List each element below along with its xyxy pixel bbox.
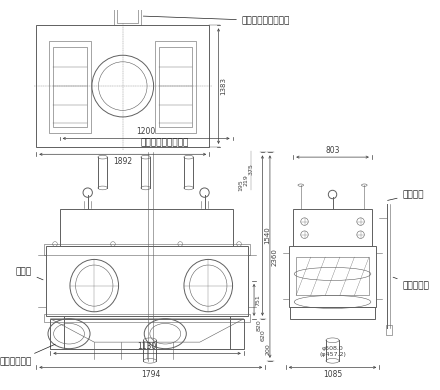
Bar xyxy=(117,9,138,23)
Bar xyxy=(290,307,374,319)
Text: 195: 195 xyxy=(238,179,243,191)
Text: 1794: 1794 xyxy=(141,370,161,379)
Text: (φ457.2): (φ457.2) xyxy=(319,352,346,357)
Text: 620: 620 xyxy=(261,329,266,340)
Text: 820: 820 xyxy=(256,319,261,331)
Text: ホース接続ブロック: ホース接続ブロック xyxy=(143,16,290,25)
Text: カウンターウエイト: カウンターウエイト xyxy=(141,139,189,148)
Bar xyxy=(296,257,369,295)
Bar xyxy=(386,325,392,335)
Bar xyxy=(44,244,250,255)
Text: 803: 803 xyxy=(325,146,340,155)
Text: 起振機: 起振機 xyxy=(15,267,43,280)
Bar xyxy=(114,7,140,25)
Text: 375: 375 xyxy=(249,163,254,175)
Text: 1540: 1540 xyxy=(264,227,270,245)
Text: 2360: 2360 xyxy=(272,248,278,266)
Bar xyxy=(64,316,230,349)
Text: 1200: 1200 xyxy=(136,127,156,136)
Bar xyxy=(50,319,244,349)
Bar xyxy=(53,47,87,127)
Text: 緩衝装置: 緩衝装置 xyxy=(388,190,424,200)
Text: 1892: 1892 xyxy=(113,157,132,166)
Bar xyxy=(46,246,249,316)
Text: 鋼管チャック: 鋼管チャック xyxy=(0,344,55,366)
Text: φ508.0: φ508.0 xyxy=(322,346,343,351)
Bar xyxy=(37,25,209,147)
Bar xyxy=(159,47,192,127)
Text: 200: 200 xyxy=(266,344,271,355)
Bar xyxy=(289,246,377,307)
Bar xyxy=(60,209,233,246)
Text: 751: 751 xyxy=(256,294,261,306)
Text: 油圧ホース: 油圧ホース xyxy=(393,277,429,290)
Bar xyxy=(293,209,372,246)
Text: 1085: 1085 xyxy=(323,370,342,379)
Bar xyxy=(49,41,91,133)
Text: 1130: 1130 xyxy=(137,342,157,351)
Bar xyxy=(155,41,196,133)
Bar xyxy=(44,314,250,322)
Text: 1383: 1383 xyxy=(220,77,227,95)
Text: 219: 219 xyxy=(243,175,248,186)
